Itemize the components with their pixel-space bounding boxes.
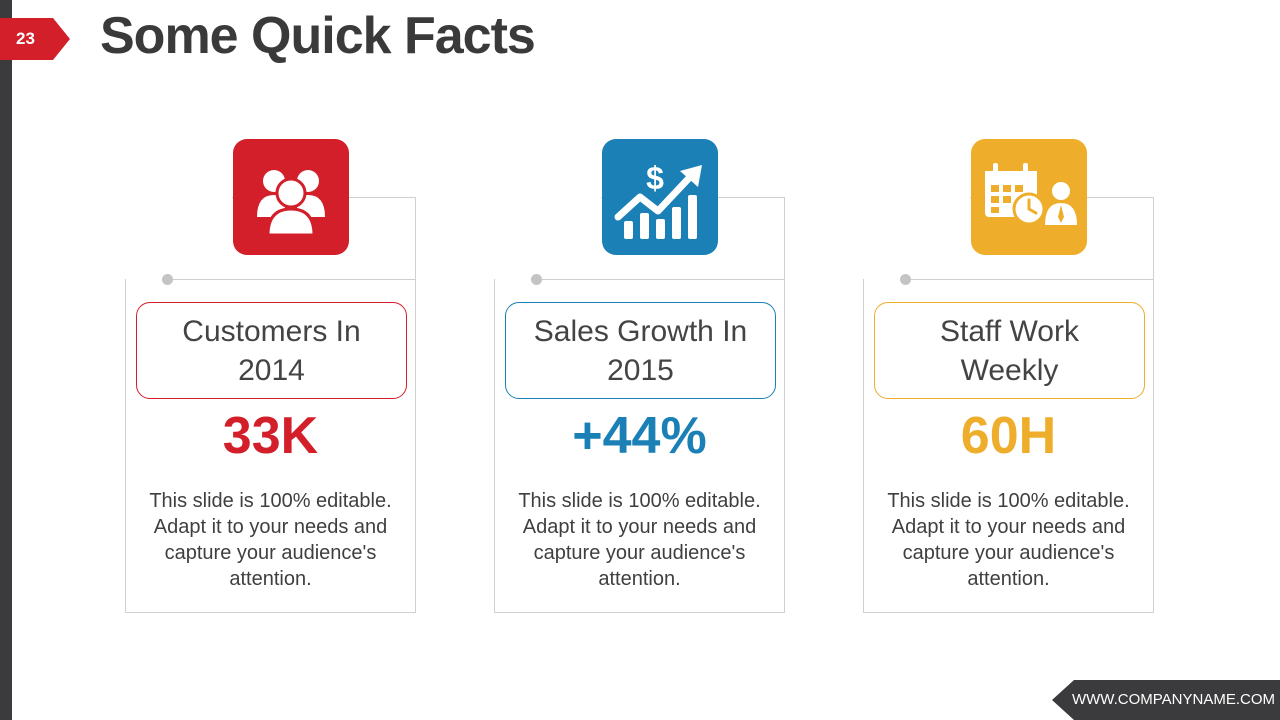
left-accent-bar [0,0,12,720]
fact-card-customers: Customers In 2014 33K This slide is 100%… [125,139,416,613]
slide-number-badge: 23 [0,18,70,60]
slide-number: 23 [16,29,35,48]
card-label-box: Sales Growth In 2015 [505,302,776,399]
page-title: Some Quick Facts [100,7,536,65]
card-stat-value: +44% [572,407,707,465]
card-label: Sales Growth In 2015 [533,314,748,387]
card-dot [531,274,542,285]
card-description: This slide is 100% editable. Adapt it to… [518,490,761,590]
card-label-box: Staff Work Weekly [874,302,1145,399]
card-divider [910,279,1154,280]
footer-banner: WWW.COMPANYNAME.COM [1052,680,1280,720]
card-description: This slide is 100% editable. Adapt it to… [149,490,392,590]
fact-card-sales-growth: $ Sales Growth In 2015 +44% This slide i… [494,139,785,613]
card-stat-value: 33K [222,407,319,465]
svg-text:$: $ [646,160,664,196]
card-description: This slide is 100% editable. Adapt it to… [887,490,1130,590]
card-label: Customers In 2014 [182,314,361,387]
customers-group-icon [233,139,349,255]
card-divider [541,279,785,280]
card-dot [900,274,911,285]
card-stat-value: 60H [960,407,1057,465]
card-label: Staff Work Weekly [940,314,1079,387]
card-dot [162,274,173,285]
card-divider [172,279,416,280]
company-website: WWW.COMPANYNAME.COM [1071,691,1275,708]
sales-growth-chart-icon: $ [602,139,718,255]
staff-schedule-icon [971,139,1087,255]
card-label-box: Customers In 2014 [136,302,407,399]
fact-card-staff-work: Staff Work Weekly 60H This slide is 100%… [863,139,1154,613]
